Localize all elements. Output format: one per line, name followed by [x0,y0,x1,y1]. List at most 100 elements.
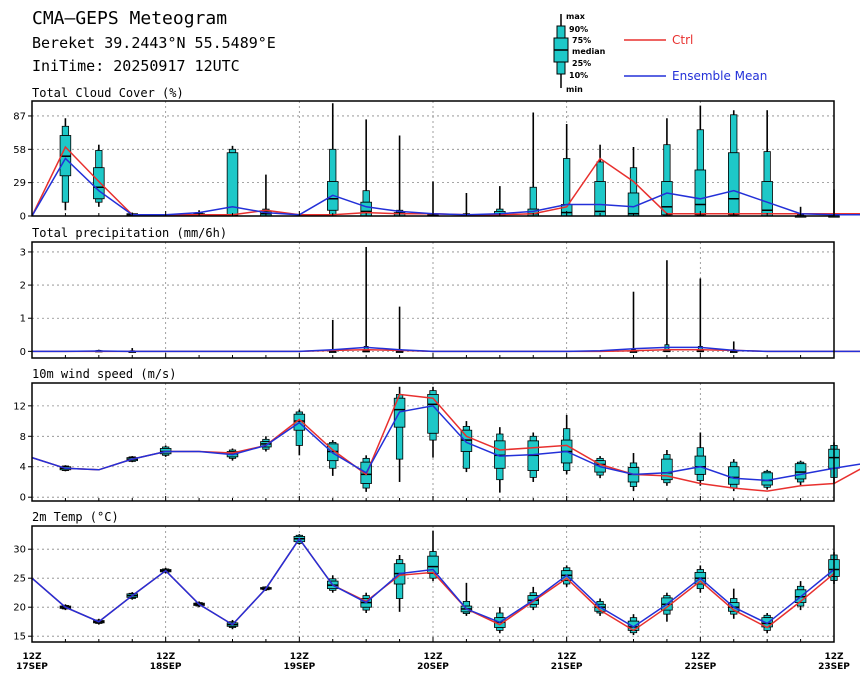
y-tick-label: 58 [13,145,26,156]
box-upper-decile [362,457,370,463]
box-lower-decile [529,603,537,608]
ensemble-mean-line [31,404,860,482]
box-upper-decile [596,601,604,605]
box-upper-decile [362,595,370,599]
x-tick-date: 21SEP [551,662,583,672]
box-iqr [794,463,807,480]
x-tick-hour: 12Z [557,652,577,662]
legend-label-p10: 10% [569,71,588,80]
legend-label-max: max [566,12,586,21]
panel-bg [32,242,834,358]
y-tick-label: 3 [20,247,26,258]
box-upper-decile [663,144,671,182]
panel-3: 15 20 25 30 [13,525,840,643]
legend-label-p25: 25% [572,59,591,68]
box-iqr [460,429,473,452]
box-upper-decile [796,585,805,591]
legend-label-median: median [572,47,606,56]
box-iqr [728,466,740,485]
box-upper-decile [529,186,537,210]
box-upper-decile [696,447,704,457]
box-lower-decile [663,609,671,615]
y-tick-label: 12 [13,401,26,412]
ensemble-mean-line [31,537,835,628]
legend-box-p90 [556,25,566,39]
ensemble-mean-line [31,157,860,217]
box-upper-decile [696,129,704,171]
y-tick-label: 29 [13,178,26,189]
box-upper-decile [496,433,504,442]
box-upper-decile [462,425,471,431]
panel-0: 0 29 58 87 [13,100,860,223]
box-lower-decile [696,583,704,590]
box-upper-decile [395,559,404,565]
box-lower-decile [362,606,370,611]
box-upper-decile [596,161,604,182]
legend-box-p10 [556,61,566,75]
box-whisker [761,110,773,217]
panel-title-precip: Total precipitation (mm/6h) [32,226,227,240]
box-whisker [226,145,239,217]
box-whisker [794,460,807,486]
box-lower-decile [462,451,471,469]
x-tick-hour: 12Z [423,652,443,662]
box-upper-decile [362,190,370,203]
box-upper-decile [563,158,571,205]
box-upper-decile [696,569,704,573]
panel-2: 0 4 8 12 [13,382,860,504]
x-axis: 12Z17SEP12Z18SEP12Z19SEP12Z20SEP12Z21SEP… [16,652,850,672]
box-upper-decile [429,551,437,557]
box-lower-decile [696,473,704,481]
y-tick-label: 2 [20,281,26,292]
legend-label-p90: 90% [569,25,588,34]
box-iqr [761,472,773,486]
y-tick-label: 0 [20,493,26,504]
box-upper-decile [329,148,337,182]
y-tick-label: 1 [20,314,26,325]
x-tick-date: 17SEP [16,662,48,672]
box-upper-decile [730,114,738,154]
box-iqr [93,167,105,200]
x-tick-hour: 12Z [22,652,42,662]
box-upper-decile [429,390,437,395]
box-lower-decile [796,478,805,483]
box-lower-decile [596,471,604,476]
box-whisker [661,118,673,217]
box-upper-decile [730,461,738,468]
box-upper-decile [629,462,638,468]
box-upper-decile [529,435,537,442]
box-upper-decile [228,148,237,154]
box-lower-decile [563,462,571,471]
box-lower-decile [496,467,504,481]
legend-mean-label: Ensemble Mean [672,69,767,83]
x-tick-hour: 12Z [691,652,711,662]
panel-title-temp: 2m Temp (°C) [32,510,119,524]
x-tick-date: 20SEP [417,662,449,672]
y-tick-label: 25 [13,574,26,585]
box-whisker [527,432,539,482]
box-upper-decile [95,150,103,169]
box-iqr [661,458,673,481]
y-tick-label: 20 [13,603,26,614]
legend-label-min: min [566,85,583,94]
box-upper-decile [730,598,738,603]
box-lower-decile [95,198,103,203]
box-lower-decile [529,470,537,478]
box-upper-decile [496,612,504,619]
y-tick-label: 4 [20,462,26,473]
meteogram-title: CMA—GEPS Meteogram [32,8,227,29]
y-tick-label: 87 [13,111,26,122]
location-label: Bereket 39.2443°N 55.5489°E [32,34,276,52]
y-tick-label: 0 [20,212,26,223]
box-iqr [728,152,740,216]
box-iqr [427,394,439,434]
x-tick-hour: 12Z [290,652,310,662]
box-lower-decile [629,481,638,487]
box-whisker [728,459,740,492]
box-lower-decile [663,479,671,484]
panel-title-wind: 10m wind speed (m/s) [32,367,177,381]
x-tick-date: 18SEP [150,662,182,672]
box-lower-decile [362,483,370,489]
